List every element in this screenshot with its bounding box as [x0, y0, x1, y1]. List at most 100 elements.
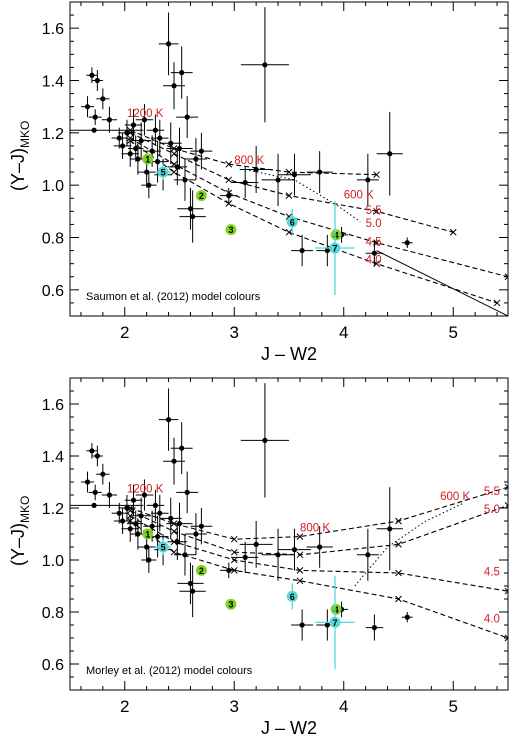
data-point	[220, 187, 238, 204]
data-point	[166, 502, 193, 545]
data-point	[151, 119, 169, 157]
highlight-label: 7	[332, 618, 337, 628]
data-point	[239, 521, 273, 568]
y-tick-label: 1.0	[42, 553, 64, 570]
data-point	[177, 562, 204, 605]
y-axis-label-subscript: MKO	[18, 496, 32, 523]
data-point	[146, 114, 165, 146]
data-marker	[184, 114, 190, 120]
data-marker	[262, 62, 268, 68]
y-axis-label-main: (Y–J)	[8, 148, 28, 191]
data-marker	[144, 169, 150, 175]
data-point	[166, 127, 193, 170]
data-marker	[168, 515, 174, 522]
data-marker	[275, 552, 281, 558]
y-tick-label: 1.4	[42, 74, 64, 91]
data-point	[146, 515, 169, 558]
data-point	[158, 12, 179, 76]
data-marker	[387, 526, 393, 532]
x-tick-label: 5	[449, 697, 458, 716]
data-marker	[179, 70, 185, 76]
data-point	[118, 495, 136, 521]
highlight-marker	[329, 616, 341, 628]
model-grid-point	[296, 551, 304, 559]
highlight-object-1: 1	[142, 528, 154, 540]
x-tick-label: 4	[339, 697, 348, 716]
model-annotation: 5.0	[484, 504, 500, 516]
data-marker	[226, 567, 232, 574]
model-grid-point	[230, 556, 238, 564]
data-marker	[130, 497, 137, 503]
model-grid-point	[373, 171, 380, 179]
data-point	[174, 159, 196, 201]
x-tick-label: 3	[230, 697, 239, 716]
data-marker	[138, 138, 144, 144]
data-marker	[100, 96, 106, 102]
x-tick-label: 3	[230, 323, 239, 342]
highlight-marker	[225, 598, 237, 610]
highlight-marker	[157, 541, 169, 553]
data-marker	[124, 505, 130, 511]
data-marker	[119, 143, 126, 149]
data-marker	[184, 489, 190, 495]
data-marker	[299, 622, 305, 628]
data-point	[135, 479, 154, 511]
data-marker	[190, 588, 196, 594]
model-annotation: 600 K	[344, 189, 374, 201]
y-tick-label: 1.2	[42, 501, 64, 518]
data-point	[220, 562, 238, 579]
data-point	[184, 513, 207, 555]
data-marker	[157, 135, 163, 141]
data-point	[176, 471, 199, 514]
data-marker	[119, 518, 126, 524]
data-marker	[146, 557, 152, 563]
x-axis-label: J – W2	[261, 344, 317, 364]
data-marker	[116, 135, 122, 141]
y-axis-label-subscript: MKO	[18, 121, 32, 148]
highlight-object-2: 2	[195, 190, 207, 202]
highlight-object-2: 2	[195, 564, 207, 576]
data-marker	[94, 453, 100, 459]
data-point	[239, 145, 273, 194]
model-grid-point	[230, 548, 238, 556]
data-marker	[84, 104, 91, 110]
model-note: Morley et al. (2012) model colours	[86, 665, 253, 677]
data-point	[232, 166, 259, 199]
data-point	[261, 153, 295, 207]
data-point	[113, 508, 132, 534]
y-tick-label: 1.6	[42, 21, 64, 38]
data-marker	[176, 521, 183, 527]
data-marker	[275, 177, 281, 183]
data-point	[174, 534, 196, 576]
data-marker	[182, 177, 188, 183]
highlight-label: 3	[228, 600, 233, 610]
data-marker	[91, 502, 97, 508]
y-tick-label: 1.4	[42, 449, 64, 466]
data-point	[141, 547, 157, 573]
data-marker	[168, 140, 174, 146]
data-marker	[144, 544, 150, 550]
y-axis-label: (Y–J)MKO	[8, 121, 32, 191]
data-marker	[89, 72, 95, 78]
highlight-marker	[329, 242, 341, 254]
data-point	[190, 132, 213, 170]
model-annotation: 5.0	[366, 218, 382, 230]
x-tick-label: 4	[339, 323, 348, 342]
data-marker	[149, 148, 155, 154]
data-point	[88, 484, 102, 501]
data-marker	[242, 179, 248, 186]
data-point	[376, 111, 403, 196]
data-marker	[165, 417, 172, 423]
data-marker	[387, 151, 393, 157]
data-marker	[141, 117, 148, 123]
data-marker	[324, 622, 330, 628]
highlight-marker	[286, 590, 298, 602]
data-marker	[127, 151, 133, 157]
data-point	[111, 127, 127, 149]
data-point	[376, 487, 403, 571]
data-marker	[193, 156, 199, 162]
data-point	[113, 132, 132, 159]
data-point	[88, 109, 102, 125]
highlight-marker	[330, 229, 342, 241]
model-track-logg-5.0	[129, 132, 454, 233]
